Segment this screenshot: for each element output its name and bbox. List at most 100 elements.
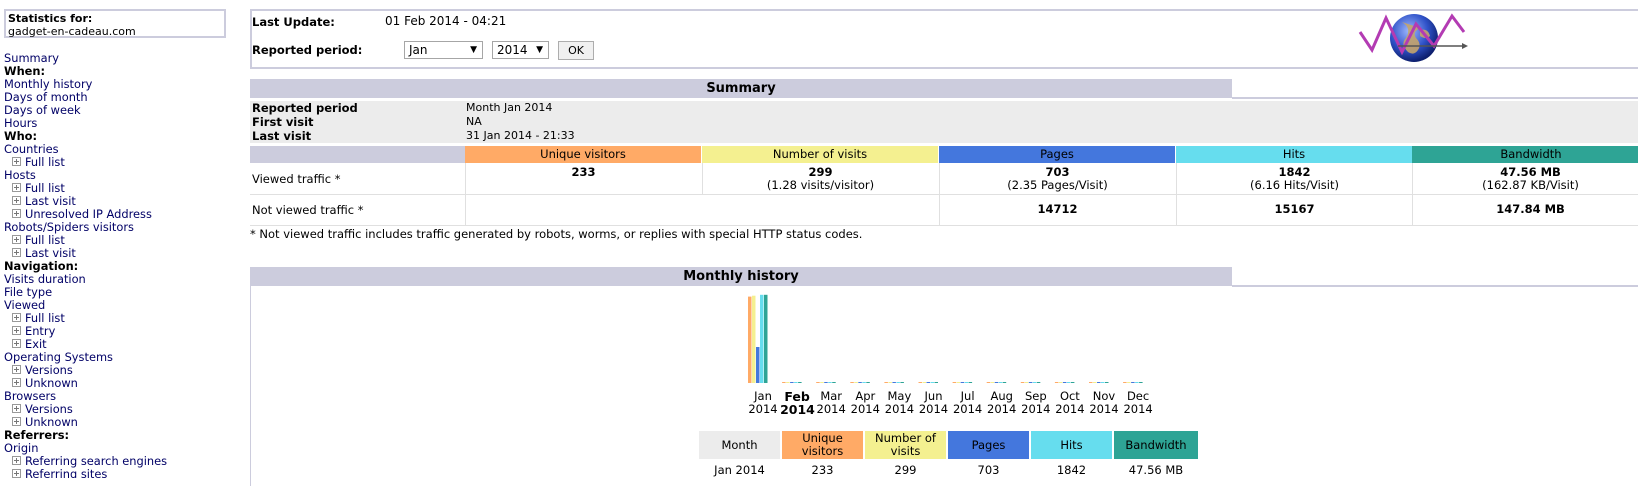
- menu-item-versions[interactable]: Versions: [4, 364, 167, 377]
- menu-item-robots-spiders-visitors[interactable]: Robots/Spiders visitors: [4, 221, 167, 234]
- menu-item-full-list[interactable]: Full list: [4, 234, 167, 247]
- bar-pages-nov-2014: [1097, 382, 1101, 383]
- month-year: 2014: [1123, 402, 1153, 416]
- menu-item-visits-duration[interactable]: Visits duration: [4, 273, 167, 286]
- month-year: 2014: [816, 402, 846, 416]
- menu-item-unresolved-ip-address[interactable]: Unresolved IP Address: [4, 208, 167, 221]
- bar-number-of-visits-jul-2014: [956, 382, 961, 383]
- grid-line: [465, 163, 466, 226]
- menu-item-hours[interactable]: Hours: [4, 117, 167, 130]
- bar-hits-apr-2014: [862, 382, 866, 383]
- menu-item-file-type[interactable]: File type: [4, 286, 167, 299]
- month-year: 2014: [884, 402, 915, 416]
- year-select[interactable]: 2014 ▼: [492, 41, 549, 59]
- menu-item-hosts[interactable]: Hosts: [4, 169, 167, 182]
- month-label-sep: Sep 2014: [1019, 390, 1053, 416]
- month-name: Jan: [754, 389, 772, 403]
- month-year: 2014: [748, 402, 778, 416]
- expand-plus-icon: [12, 313, 21, 322]
- month-label-mar: Mar 2014: [814, 390, 848, 416]
- bar-bandwidth-nov-2014: [1105, 382, 1109, 383]
- bar-bandwidth-sep-2014: [1036, 382, 1041, 383]
- first-visit-key: First visit: [252, 115, 314, 129]
- grid-line: [250, 194, 1638, 195]
- bar-pages-jun-2014: [926, 382, 930, 383]
- viewed-bandwidth-value: 47.56 MB: [1500, 165, 1561, 179]
- menu-item-browsers[interactable]: Browsers: [4, 390, 167, 403]
- menu-item-full-list[interactable]: Full list: [4, 182, 167, 195]
- bar-hits-may-2014: [896, 382, 900, 383]
- menu-item-last-visit[interactable]: Last visit: [4, 195, 167, 208]
- history-col-header-month: Month: [699, 431, 780, 459]
- menu-item-days-of-month[interactable]: Days of month: [4, 91, 167, 104]
- menu-item-label: Origin: [4, 441, 39, 455]
- month-year: 2014: [1021, 402, 1051, 416]
- bar-pages-sep-2014: [1028, 382, 1033, 383]
- history-cell-pages: 703: [977, 463, 1000, 477]
- bar-number-of-visits-dec-2014: [1127, 382, 1131, 383]
- bar-number-of-visits-oct-2014: [1058, 382, 1063, 383]
- month-label-jan: Jan 2014: [746, 390, 780, 416]
- menu-item-summary[interactable]: Summary: [4, 52, 167, 65]
- menu-item-countries[interactable]: Countries: [4, 143, 167, 156]
- month-label-may: May 2014: [882, 390, 916, 416]
- awstats-logo-icon: [1358, 13, 1468, 62]
- menu-item-days-of-week[interactable]: Days of week: [4, 104, 167, 117]
- menu-item-label: File type: [4, 285, 53, 299]
- menu-item-referring-sites[interactable]: Referring sites: [4, 468, 167, 478]
- ok-button[interactable]: OK: [558, 41, 594, 60]
- expand-plus-icon: [12, 183, 21, 192]
- reported-period-label: Reported period:: [252, 43, 363, 57]
- menu-item-entry[interactable]: Entry: [4, 325, 167, 338]
- expand-plus-icon: [12, 235, 21, 244]
- bar-hits-dec-2014: [1135, 382, 1139, 383]
- expand-plus-icon: [12, 209, 21, 218]
- menu-item-operating-systems[interactable]: Operating Systems: [4, 351, 167, 364]
- stats-for-box: Statistics for: gadget-en-cadeau.com: [4, 9, 226, 38]
- menu-item-monthly-history[interactable]: Monthly history: [4, 78, 167, 91]
- menu-item-label: Visits duration: [4, 272, 86, 286]
- summary-table: Reported period Month Jan 2014 First vis…: [250, 101, 1638, 226]
- viewed-pages-ratio: (2.35 Pages/Visit): [1007, 178, 1108, 192]
- month-year: 2014: [780, 402, 815, 417]
- menu-item-label: Browsers: [4, 389, 57, 403]
- reported-period-key: Reported period: [252, 101, 358, 115]
- history-cell-bandwidth: 47.56 MB: [1128, 463, 1184, 477]
- menu-item-unknown[interactable]: Unknown: [4, 416, 167, 429]
- history-cell-month: Jan 2014: [714, 463, 765, 477]
- menu-item-label: Days of week: [4, 103, 81, 117]
- bar-unique-visitors-nov-2014: [1089, 382, 1093, 383]
- bar-number-of-visits-apr-2014: [854, 382, 858, 383]
- menu-item-label: Last visit: [25, 194, 76, 208]
- bar-unique-visitors-jun-2014: [918, 382, 922, 383]
- menu-item-origin[interactable]: Origin: [4, 442, 167, 455]
- bar-number-of-visits-may-2014: [888, 382, 892, 383]
- chevron-down-icon: ▼: [536, 45, 543, 55]
- month-label-apr: Apr 2014: [848, 390, 882, 416]
- first-visit-value: NA: [466, 115, 482, 128]
- menu-item-viewed[interactable]: Viewed: [4, 299, 167, 312]
- menu-item-exit[interactable]: Exit: [4, 338, 167, 351]
- expand-plus-icon: [12, 339, 21, 348]
- menu-item-label: Full list: [25, 155, 65, 169]
- bar-hits-jan-2014: [760, 294, 764, 383]
- menu-item-full-list[interactable]: Full list: [4, 312, 167, 325]
- menu-item-full-list[interactable]: Full list: [4, 156, 167, 169]
- menu-item-label: Referring search engines: [25, 454, 168, 468]
- month-label-jul: Jul 2014: [951, 390, 985, 416]
- menu-item-label: Full list: [25, 311, 65, 325]
- month-select[interactable]: Jan ▼: [404, 41, 483, 59]
- menu-item-label: Unknown: [25, 415, 78, 429]
- menu-item-last-visit[interactable]: Last visit: [4, 247, 167, 260]
- last-update-label: Last Update:: [252, 15, 335, 29]
- menu-item-versions[interactable]: Versions: [4, 403, 167, 416]
- bar-pages-jul-2014: [960, 382, 965, 383]
- first-visit-row: First visit NA: [250, 115, 1638, 129]
- menu-item-label: When:: [4, 64, 46, 78]
- bar-pages-feb-2014: [790, 382, 794, 383]
- menu-item-label: Full list: [25, 233, 65, 247]
- expand-plus-icon: [12, 404, 21, 413]
- bar-number-of-visits-aug-2014: [990, 382, 995, 383]
- menu-item-unknown[interactable]: Unknown: [4, 377, 167, 390]
- menu-item-referring-search-engines[interactable]: Referring search engines: [4, 455, 167, 468]
